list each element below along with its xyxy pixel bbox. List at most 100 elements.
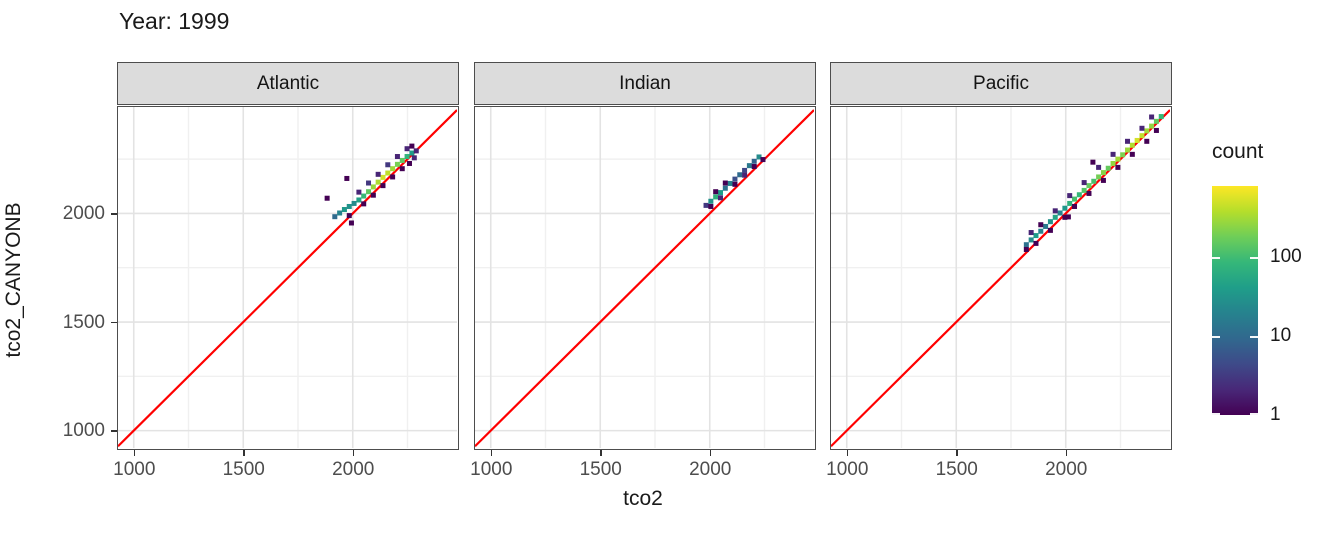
x-axis-tick-mark — [1065, 450, 1068, 456]
bin2d-cell — [1067, 200, 1073, 206]
bin2d-cell — [737, 172, 743, 178]
bin2d-cell — [1023, 242, 1029, 248]
bin2d-cell — [751, 164, 757, 170]
legend-tick-mark — [1250, 257, 1258, 260]
x-axis-tick-label: 1500 — [222, 459, 265, 480]
bin2d-cell — [717, 190, 723, 196]
bin2d-cell — [722, 185, 728, 191]
facet-strip-atlantic: Atlantic — [117, 62, 459, 105]
bin2d-cell — [1096, 174, 1102, 180]
bin2d-cell — [1125, 138, 1131, 144]
x-axis-tick-mark — [352, 450, 355, 456]
bin2d-cell — [732, 181, 738, 187]
panel-canvas — [475, 107, 814, 448]
legend-tick-mark — [1212, 336, 1220, 339]
bin2d-cell — [1072, 203, 1078, 209]
bin2d-cell — [1153, 127, 1159, 133]
legend-tick-mark — [1250, 413, 1258, 415]
x-axis-tick-mark — [600, 450, 602, 456]
bin2d-cell — [1110, 151, 1116, 157]
x-axis-tick-label: 1000 — [470, 459, 513, 480]
x-axis-title: tco2 — [623, 487, 663, 510]
bin2d-cell — [1091, 178, 1097, 184]
bin2d-cell — [1115, 156, 1121, 162]
bin2d-cell — [756, 154, 762, 160]
bin2d-cell — [1100, 170, 1106, 176]
y-axis-tick-mark — [111, 213, 117, 215]
bin2d-cell — [361, 193, 367, 199]
bin2d-cell — [1081, 187, 1087, 193]
x-axis-tick-mark — [490, 450, 493, 456]
facet-strip-indian: Indian — [474, 62, 816, 105]
y-axis-tick-mark — [111, 430, 117, 432]
bin2d-cell — [1144, 138, 1150, 144]
x-axis-tick-mark — [846, 450, 849, 456]
bin2d-cell — [1081, 180, 1087, 186]
bin2d-cell — [394, 154, 400, 160]
bin2d-cell — [1139, 133, 1145, 139]
bin2d-cell — [346, 213, 352, 219]
bin2d-cell — [1096, 164, 1102, 170]
bin2d-cell — [346, 203, 352, 209]
bin2d-cell — [351, 200, 357, 206]
bin2d-cell — [1076, 192, 1082, 198]
legend-tick-label: 100 — [1270, 246, 1302, 268]
x-axis-tick-label: 1000 — [826, 459, 869, 480]
bin2d-cell — [337, 210, 343, 216]
bin2d-cell — [361, 201, 367, 207]
bin2d-cell — [1072, 196, 1078, 202]
bin2d-cell — [727, 180, 733, 186]
bin2d-cell — [742, 172, 748, 178]
bin2d-cell — [1149, 123, 1155, 129]
y-axis-tick-label: 2000 — [62, 202, 105, 224]
facet-strip-label: Indian — [619, 72, 671, 94]
bin2d-cell — [742, 167, 748, 173]
y-axis-title: tco2_CANYONB — [2, 202, 25, 358]
legend-tick-label: 1 — [1270, 404, 1281, 425]
bin2d-cell — [390, 166, 396, 172]
bin2d-cell — [370, 192, 376, 198]
bin2d-cell — [708, 198, 714, 204]
bin2d-cell — [1038, 228, 1044, 234]
y-axis-tick-label: 1000 — [62, 420, 105, 442]
bin2d-cell — [375, 179, 381, 185]
x-axis-tick-label: 2000 — [1045, 459, 1088, 480]
x-axis-tick-label: 1000 — [113, 459, 156, 480]
facet-strip-label: Pacific — [973, 72, 1029, 94]
plot-title: Year: 1999 — [119, 8, 230, 34]
bin2d-cell — [760, 157, 766, 163]
bin2d-cell — [356, 197, 362, 203]
bin2d-cell — [324, 195, 330, 201]
bin2d-cell — [1115, 164, 1121, 170]
facet-strip-label: Atlantic — [256, 72, 320, 94]
x-axis-tick-mark — [243, 450, 245, 456]
bin2d-cell — [1110, 160, 1116, 166]
bin2d-cell — [746, 163, 752, 169]
panel-canvas — [118, 107, 457, 448]
bin2d-cell — [385, 170, 391, 176]
bin2d-cell — [722, 180, 728, 186]
bin2d-cell — [409, 143, 415, 149]
bin2d-cell — [1047, 219, 1053, 225]
bin2d-cell — [1090, 159, 1096, 165]
bin2d-cell — [1129, 151, 1135, 157]
bin2d-cell — [1139, 125, 1145, 131]
bin2d-cell — [366, 189, 372, 195]
x-axis-tick-mark — [133, 450, 136, 456]
facet-strip-pacific: Pacific — [830, 62, 1172, 105]
bin2d-cell — [394, 161, 400, 167]
bin2d-cell — [1149, 114, 1155, 120]
x-axis-tick-label: 2000 — [689, 459, 732, 480]
x-axis-tick-label: 1500 — [935, 459, 978, 480]
facet-panel-indian — [474, 106, 816, 450]
bin2d-cell — [399, 166, 405, 172]
bin2d-cell — [1067, 193, 1073, 199]
bin2d-cell — [1062, 214, 1068, 220]
bin2d-cell — [332, 214, 338, 220]
legend-title: count — [1212, 140, 1264, 163]
bin2d-cell — [411, 155, 417, 161]
facet-panel-atlantic — [117, 106, 459, 450]
x-axis-tick-mark — [956, 450, 958, 456]
bin2d-cell — [1033, 233, 1039, 239]
bin2d-cell — [1038, 222, 1044, 228]
